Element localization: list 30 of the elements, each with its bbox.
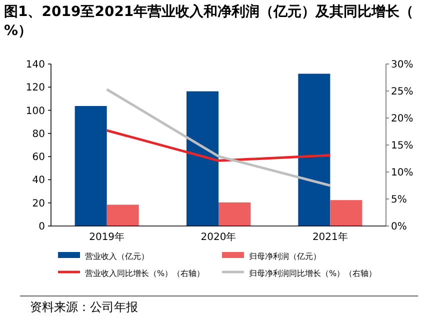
legend-label: 归母净利润同比增长（%）（右轴） (249, 269, 377, 278)
y2-tick-label: 25% (391, 86, 414, 98)
y-tick-label: 40 (32, 175, 45, 186)
text: 资料来源：公司年报 (30, 300, 138, 314)
bar (330, 200, 362, 226)
bar (74, 106, 107, 226)
y-tick-label: 80 (32, 128, 45, 140)
y2-tick-label: 5% (391, 194, 407, 206)
y-tick-label: 0 (38, 222, 45, 232)
y2-tick-label: 0% (391, 222, 407, 232)
y2-tick-label: 10% (391, 168, 414, 178)
x-tick-label: 2021年 (312, 231, 348, 243)
chart-title: 图1、2019至2021年营业收入和净利润（亿元）及其同比增长（%） (4, 3, 414, 39)
x-tick-label: 2019年 (89, 231, 125, 243)
bar (106, 204, 139, 226)
y-tick-label: 100 (26, 106, 45, 117)
y-tick-label: 120 (26, 82, 45, 94)
bar (298, 74, 330, 226)
y2-tick-label: 20% (391, 114, 414, 124)
bar (218, 202, 250, 226)
y2-tick-label: 15% (391, 140, 414, 152)
y-tick-label: 140 (26, 60, 45, 70)
legend-label: 营业收入（亿元） (85, 252, 149, 261)
y-tick-label: 60 (32, 152, 45, 164)
bar (186, 91, 218, 226)
y2-tick-label: 30% (391, 60, 414, 70)
legend-label: 归母净利润（亿元） (249, 252, 321, 261)
y-tick-label: 20 (32, 198, 45, 210)
legend-label: 营业收入同比增长（%）（右轴） (85, 269, 205, 278)
x-tick-label: 2020年 (200, 231, 236, 243)
